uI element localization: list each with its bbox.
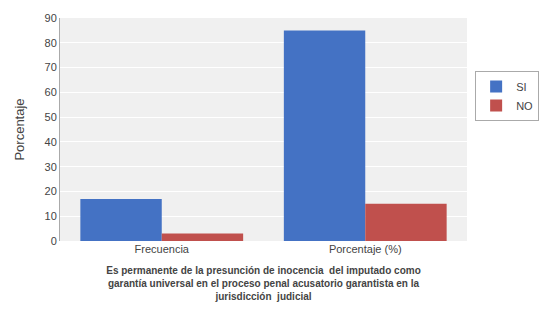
svg-text:90: 90: [45, 12, 57, 24]
svg-text:Porcentaje (%): Porcentaje (%): [329, 243, 402, 255]
svg-text:SI: SI: [516, 81, 526, 93]
svg-text:Es permanente de la presunción: Es permanente de la presunción de inocen…: [106, 265, 421, 302]
svg-text:20: 20: [45, 185, 57, 197]
svg-text:Porcentaje: Porcentaje: [12, 98, 27, 160]
svg-text:NO: NO: [516, 100, 533, 112]
svg-text:0: 0: [51, 235, 57, 247]
svg-text:30: 30: [45, 161, 57, 173]
svg-text:80: 80: [45, 37, 57, 49]
svg-text:40: 40: [45, 136, 57, 148]
svg-text:70: 70: [45, 61, 57, 73]
svg-text:Frecuencia: Frecuencia: [135, 243, 190, 255]
svg-text:50: 50: [45, 111, 57, 123]
svg-text:10: 10: [45, 210, 57, 222]
svg-text:60: 60: [45, 86, 57, 98]
